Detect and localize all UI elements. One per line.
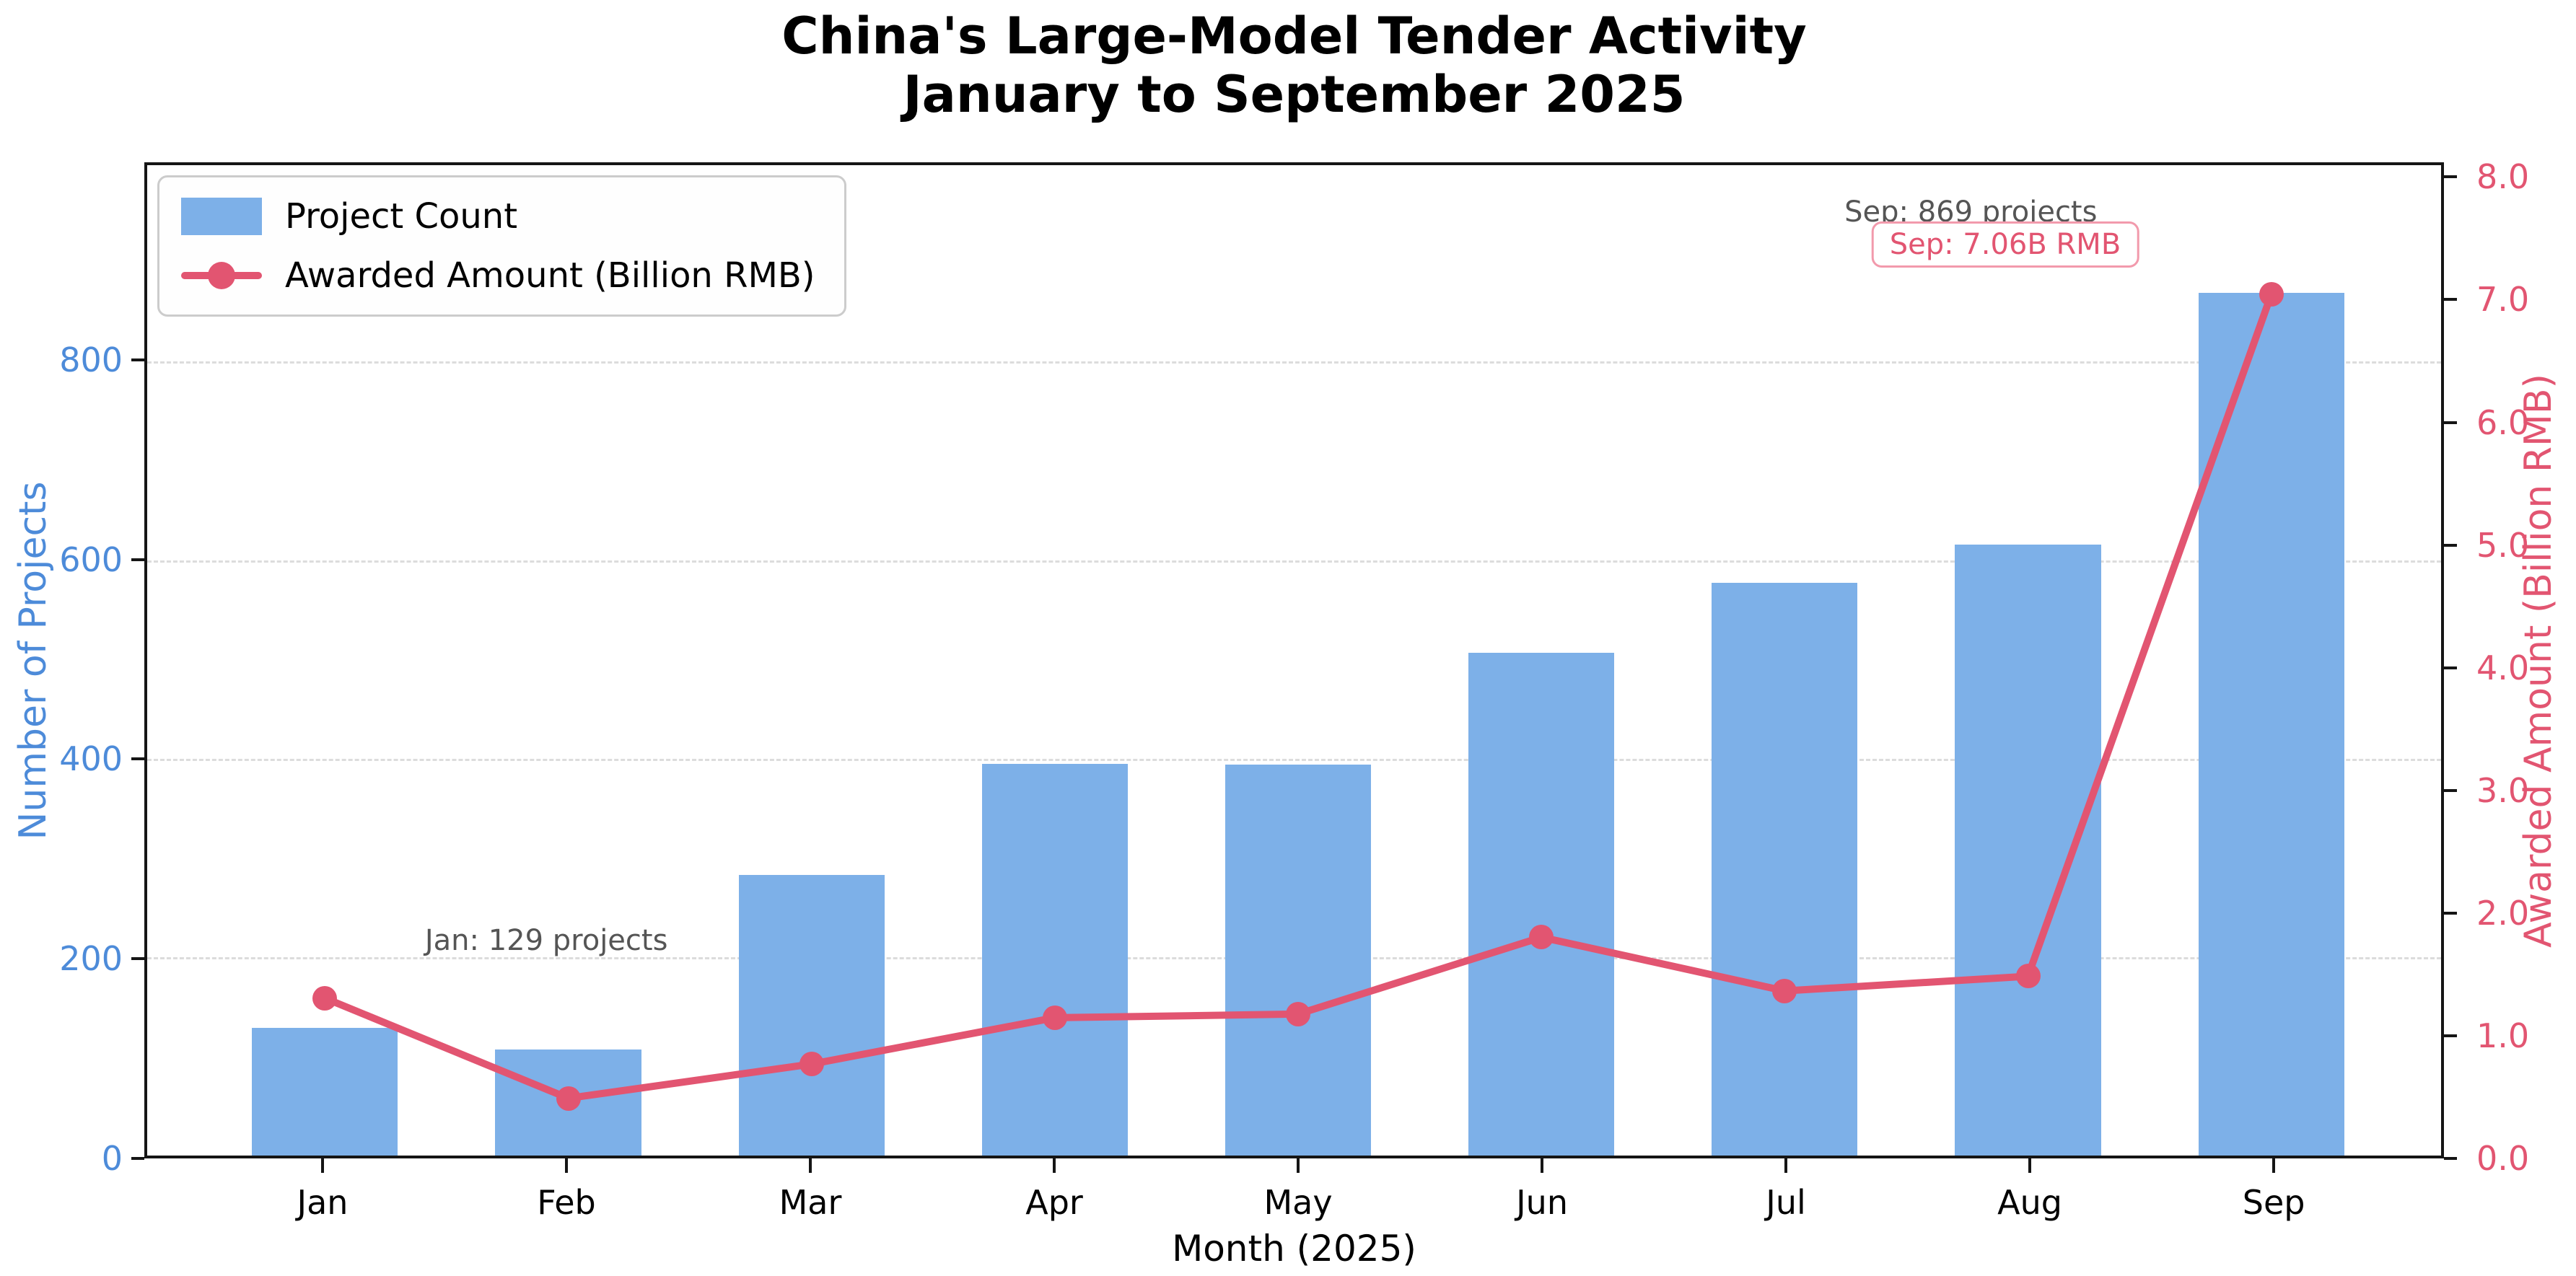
right-tick-mark-1.0 xyxy=(2444,1034,2457,1037)
x-tick-mark-sep xyxy=(2272,1158,2276,1173)
right-tick-mark-0.0 xyxy=(2444,1157,2457,1160)
right-tick-mark-2.0 xyxy=(2444,911,2457,915)
line-marker-jun xyxy=(1529,925,1554,950)
left-tick-mark-200 xyxy=(131,957,144,961)
line-marker-feb xyxy=(556,1086,581,1111)
right-tick-label-7.0: 7.0 xyxy=(2476,280,2530,320)
x-tick-label-feb: Feb xyxy=(537,1183,596,1222)
bar-jun xyxy=(1468,652,1615,1156)
left-tick-label-800: 800 xyxy=(59,340,123,379)
right-tick-label-0.0: 0.0 xyxy=(2476,1139,2530,1178)
x-axis-title: Month (2025) xyxy=(1172,1228,1416,1270)
gridline-400 xyxy=(147,758,2441,761)
legend-label-project-count: Project Count xyxy=(285,196,518,237)
left-tick-label-0: 0 xyxy=(101,1139,123,1178)
bar-jul xyxy=(1712,583,1858,1156)
chart-title: China's Large-Model Tender Activity Janu… xyxy=(144,7,2444,123)
x-tick-label-jan: Jan xyxy=(297,1183,349,1222)
bar-apr xyxy=(981,763,1128,1156)
gridline-600 xyxy=(147,560,2441,563)
legend-item-awarded-amount: Awarded Amount (Billion RMB) xyxy=(181,255,815,296)
legend-marker-dot-icon xyxy=(208,262,235,289)
left-tick-label-600: 600 xyxy=(59,540,123,579)
right-axis-title: Awarded Amount (Billion RMB) xyxy=(2517,373,2560,948)
right-tick-mark-3.0 xyxy=(2444,788,2457,792)
chart-title-line2: January to September 2025 xyxy=(903,64,1686,124)
right-tick-label-2.0: 2.0 xyxy=(2476,893,2530,933)
right-tick-label-5.0: 5.0 xyxy=(2476,525,2530,565)
right-tick-label-3.0: 3.0 xyxy=(2476,770,2530,810)
annotation-jan-projects: Jan: 129 projects xyxy=(424,924,668,958)
right-tick-label-8.0: 8.0 xyxy=(2476,157,2530,197)
x-tick-label-aug: Aug xyxy=(1997,1183,2062,1222)
legend: Project Count Awarded Amount (Billion RM… xyxy=(157,175,846,317)
left-tick-label-200: 200 xyxy=(59,939,123,979)
x-tick-label-mar: Mar xyxy=(779,1183,842,1222)
bar-mar xyxy=(738,874,885,1156)
right-tick-mark-8.0 xyxy=(2444,175,2457,179)
right-tick-label-1.0: 1.0 xyxy=(2476,1016,2530,1055)
legend-label-awarded-amount: Awarded Amount (Billion RMB) xyxy=(285,255,815,296)
right-tick-label-6.0: 6.0 xyxy=(2476,402,2530,442)
right-tick-mark-6.0 xyxy=(2444,421,2457,424)
x-tick-mark-mar xyxy=(809,1158,812,1173)
line-marker-jan xyxy=(312,985,338,1011)
x-tick-mark-apr xyxy=(1053,1158,1056,1173)
chart-title-line1: China's Large-Model Tender Activity xyxy=(781,6,1807,66)
x-tick-mark-jul xyxy=(1784,1158,1788,1173)
right-tick-mark-4.0 xyxy=(2444,666,2457,669)
x-tick-mark-jun xyxy=(1541,1158,1544,1173)
x-tick-mark-feb xyxy=(565,1158,568,1173)
x-tick-label-may: May xyxy=(1263,1183,1333,1222)
legend-line-swatch-icon xyxy=(181,257,262,294)
x-tick-label-jul: Jul xyxy=(1766,1183,1806,1222)
left-tick-mark-0 xyxy=(131,1157,144,1160)
bar-jan xyxy=(252,1027,398,1156)
right-tick-mark-5.0 xyxy=(2444,543,2457,547)
legend-item-project-count: Project Count xyxy=(181,196,815,237)
x-tick-label-jun: Jun xyxy=(1516,1183,1568,1222)
left-tick-mark-600 xyxy=(131,558,144,561)
annotation-sep-rmb: Sep: 7.06B RMB xyxy=(1871,221,2139,268)
awarded-amount-line xyxy=(325,294,2271,1098)
right-tick-label-4.0: 4.0 xyxy=(2476,648,2530,687)
left-tick-mark-800 xyxy=(131,358,144,361)
right-tick-mark-7.0 xyxy=(2444,298,2457,302)
x-tick-mark-jan xyxy=(320,1158,324,1173)
line-marker-jul xyxy=(1772,978,1797,1003)
line-marker-sep xyxy=(2259,282,2284,307)
line-marker-mar xyxy=(799,1052,824,1077)
legend-bar-swatch-icon xyxy=(181,198,262,235)
x-tick-label-sep: Sep xyxy=(2242,1183,2305,1222)
left-tick-label-400: 400 xyxy=(59,739,123,779)
gridline-800 xyxy=(147,361,2441,364)
line-marker-apr xyxy=(1042,1005,1067,1030)
line-marker-may xyxy=(1286,1001,1311,1026)
left-axis-title: Number of Projects xyxy=(12,480,55,840)
x-tick-mark-may xyxy=(1297,1158,1300,1173)
line-marker-aug xyxy=(2015,964,2041,989)
bar-may xyxy=(1225,764,1372,1156)
x-tick-label-apr: Apr xyxy=(1025,1183,1083,1222)
left-tick-mark-400 xyxy=(131,757,144,761)
plot-area: Jan: 129 projects Sep: 869 projects Sep:… xyxy=(144,162,2444,1158)
x-tick-mark-aug xyxy=(2028,1158,2032,1173)
